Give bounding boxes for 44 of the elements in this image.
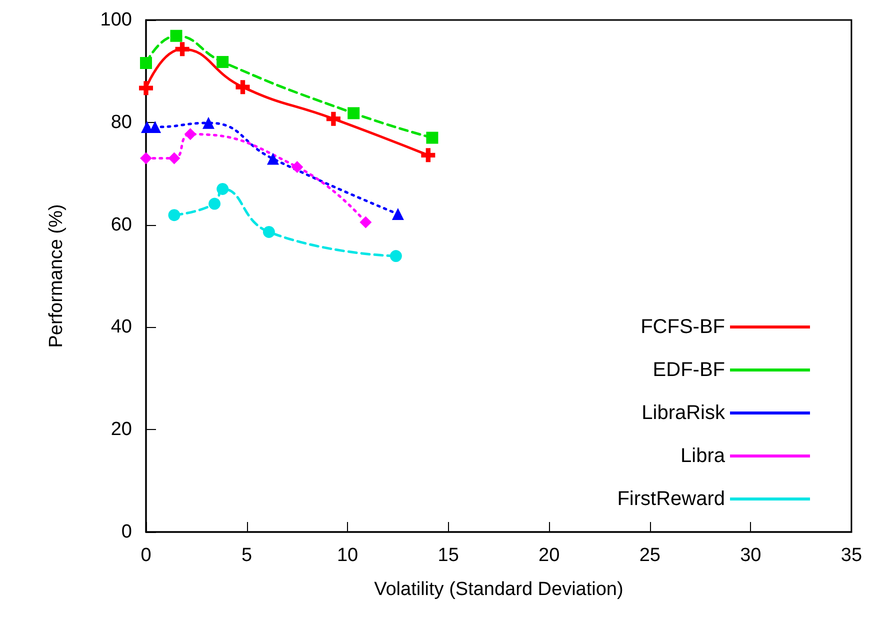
y-tick-label: 60 — [110, 214, 132, 236]
point — [390, 250, 402, 262]
legend-label: LibraRisk — [642, 402, 726, 424]
point — [426, 132, 438, 144]
point — [262, 226, 275, 238]
legend-label: FirstReward — [617, 488, 725, 510]
y-tick-label: 80 — [110, 112, 132, 133]
point — [208, 198, 221, 210]
point — [168, 209, 180, 222]
point — [266, 152, 279, 165]
point — [175, 42, 190, 56]
point — [202, 116, 214, 129]
y-tick-label: 40 — [110, 316, 132, 338]
point — [216, 56, 229, 68]
x-tick-label: 35 — [840, 545, 862, 566]
x-tick-label: 0 — [140, 545, 152, 566]
x-tick-label: 25 — [639, 545, 660, 566]
point — [360, 216, 372, 228]
point — [326, 112, 340, 126]
x-axis-title: Volatility (Standard Deviation) — [374, 579, 624, 600]
point — [421, 148, 436, 162]
point — [291, 160, 304, 173]
x-tick-label: 30 — [740, 545, 762, 566]
legend-label: FCFS-BF — [640, 316, 725, 338]
point — [348, 107, 360, 120]
x-tick-label: 15 — [438, 545, 459, 566]
point — [139, 81, 153, 96]
point — [140, 152, 152, 164]
legend-label: Libra — [680, 445, 726, 467]
y-axis-title: Performance (%) — [46, 204, 67, 348]
y-tick-label: 100 — [100, 10, 132, 30]
y-tick-label: 0 — [121, 522, 132, 542]
y-tick-label: 20 — [110, 419, 132, 440]
point — [392, 208, 404, 220]
point — [170, 30, 182, 42]
legend-label: EDF-BF — [652, 359, 725, 381]
point — [184, 128, 196, 140]
point — [168, 152, 180, 164]
point — [140, 57, 152, 70]
point — [216, 182, 229, 195]
x-tick-label: 10 — [336, 545, 358, 566]
x-tick-label: 20 — [538, 545, 560, 566]
point — [236, 80, 250, 94]
x-tick-label: 5 — [241, 545, 252, 566]
